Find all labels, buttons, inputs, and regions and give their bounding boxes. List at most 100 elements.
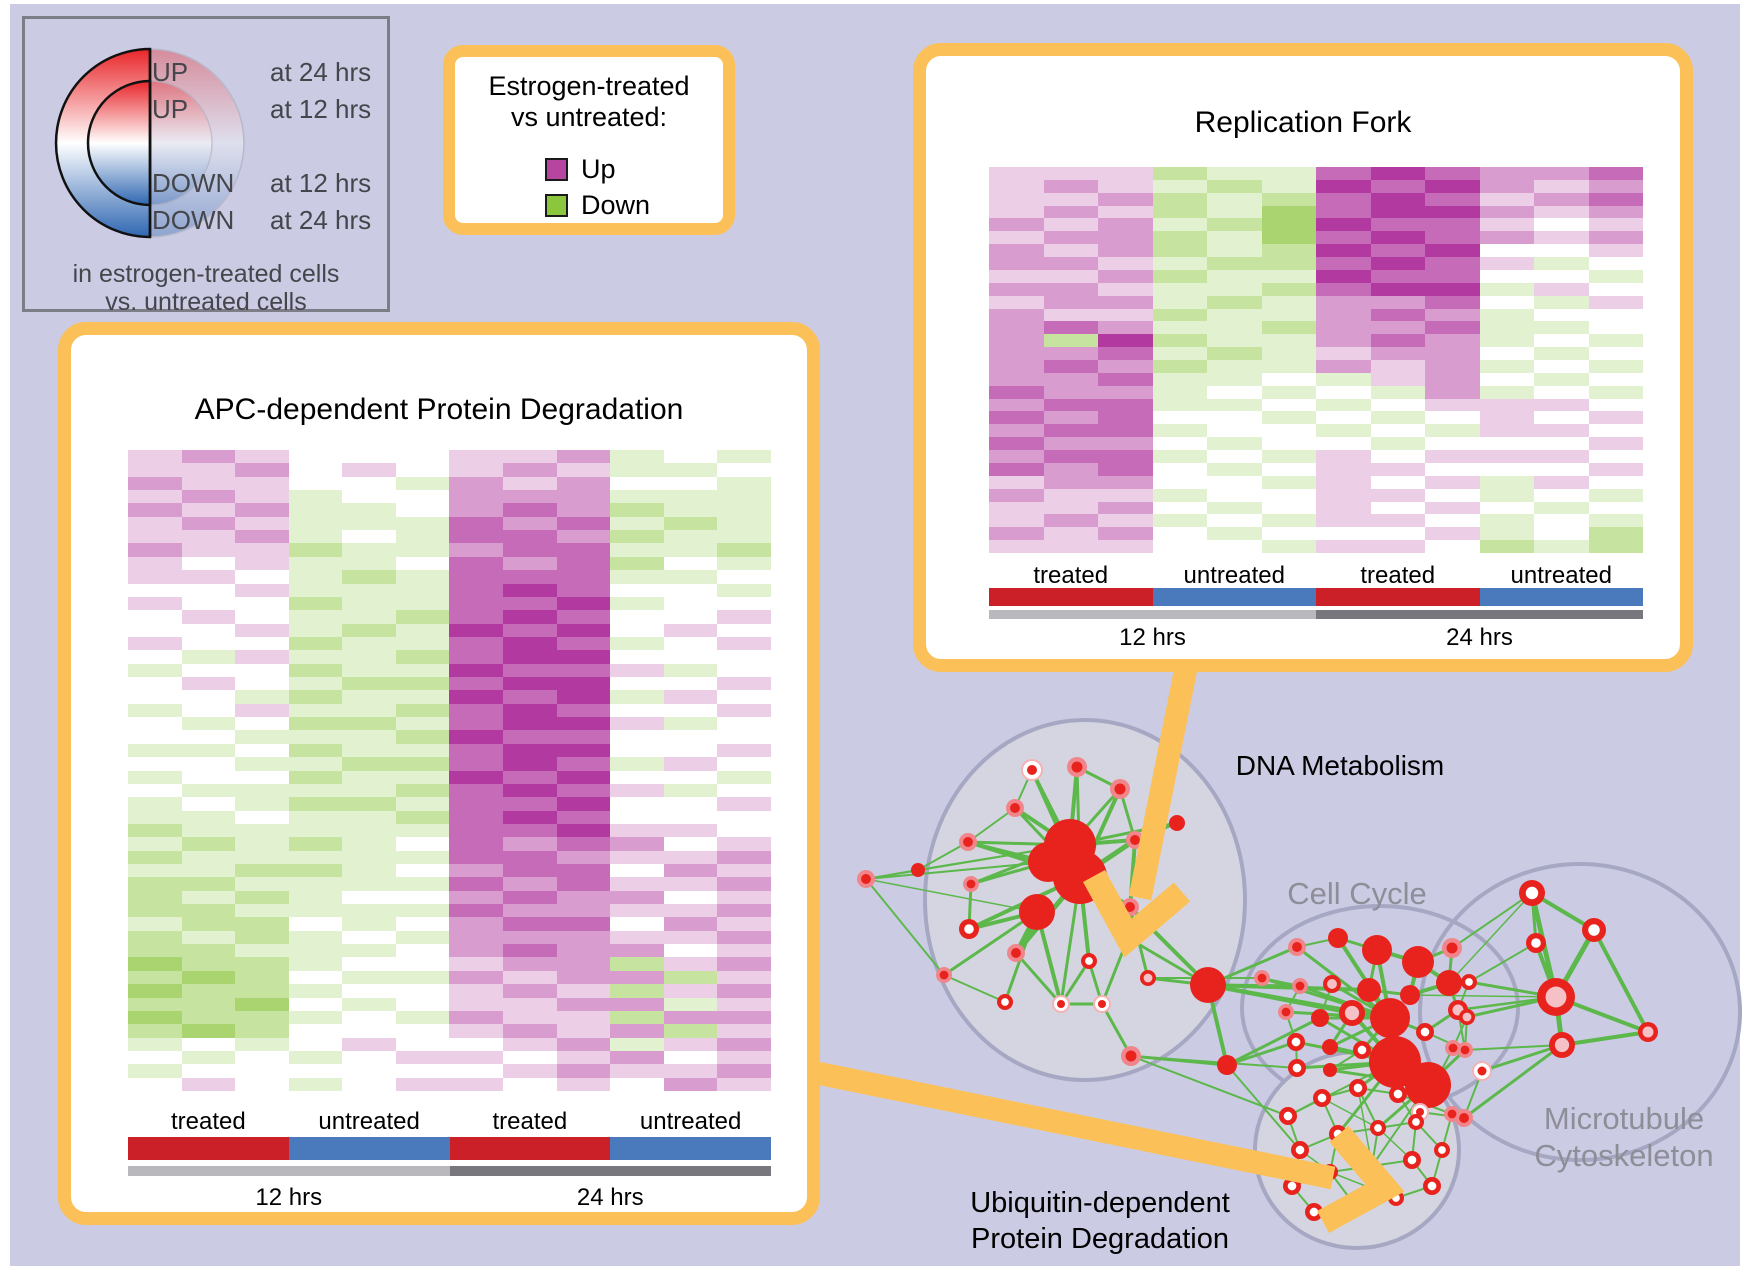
heatmap-cell [717, 984, 771, 998]
heatmap-cell [610, 783, 664, 798]
heatmap-cell [663, 810, 718, 824]
heatmap-cell [1479, 321, 1534, 335]
heatmap-cell [1098, 488, 1153, 502]
heatmap-cell [1316, 347, 1371, 360]
replication-fork-panel: Replication Fork treated untreated treated… [913, 43, 1693, 672]
heatmap-cell [1043, 475, 1098, 489]
heatmap-cell [449, 944, 504, 958]
heatmap-cell [556, 850, 611, 864]
heatmap-cell [503, 810, 557, 824]
heatmap-cell [1207, 295, 1262, 309]
heatmap-cell [717, 957, 771, 971]
heatmap-cell [395, 944, 450, 958]
heatmap-cell [663, 690, 718, 704]
heatmap-cell [989, 308, 1044, 322]
heatmap-cell [395, 570, 450, 584]
heatmap-cell [235, 450, 289, 464]
heatmap-cell [181, 1024, 236, 1038]
heatmap-cell [449, 730, 504, 744]
heatmap-cell [610, 930, 664, 945]
treatment-group-label: treated [1360, 562, 1436, 589]
heatmap-cell [449, 677, 504, 691]
heatmap-cell [1316, 192, 1371, 206]
heatmap-cell [1043, 462, 1098, 476]
heatmap-cell [1425, 398, 1480, 412]
heatmap-cell [128, 1010, 182, 1025]
network-node-core [1427, 1181, 1437, 1191]
heatmap-cell [1479, 282, 1534, 296]
heatmap-cell [1098, 347, 1153, 360]
heatmap-cell [556, 984, 611, 998]
heatmap-cell [1479, 192, 1534, 206]
heatmap-cell [449, 636, 504, 651]
heatmap-cell [1370, 205, 1425, 219]
heatmap-cell [342, 930, 396, 945]
heatmap-cell [503, 610, 557, 624]
heatmap-cell [342, 677, 396, 691]
heatmap-cell [1479, 308, 1534, 322]
heatmap-cell [717, 463, 771, 477]
heatmap-cell [1316, 205, 1371, 219]
heatmap-cell [1316, 540, 1371, 553]
network-node-core [1130, 835, 1140, 845]
heatmap-cell [556, 944, 611, 958]
network-node-core [1545, 986, 1567, 1008]
heatmap-cell [717, 610, 771, 624]
heatmap-cell [663, 890, 718, 905]
heatmap-cell [395, 476, 450, 491]
heatmap-cell [1534, 475, 1589, 489]
heatmap-cell [342, 743, 396, 758]
heatmap-cell [128, 837, 182, 851]
heatmap-cell [449, 970, 504, 985]
heatmap-cell [610, 984, 664, 998]
heatmap-cell [556, 703, 611, 718]
cluster-ellipse-microtubule-cytoskeleton [1418, 862, 1742, 1162]
treatment-group-label: treated [492, 1108, 568, 1135]
heatmap-cell [663, 570, 718, 584]
heatmap-cell [1207, 488, 1262, 502]
heatmap-cell [1316, 398, 1371, 412]
heatmap-cell [610, 623, 664, 637]
network-node-core [1001, 998, 1009, 1006]
heatmap-cell [395, 1010, 450, 1025]
network-node-core [963, 837, 973, 847]
heatmap-cell [342, 530, 396, 544]
heatmap-cell [128, 610, 182, 624]
heatmap-cell [235, 863, 289, 878]
heatmap-cell [610, 703, 664, 718]
network-edge [1451, 892, 1533, 949]
network-node-core [1098, 1000, 1106, 1008]
heatmap-cell [181, 570, 236, 584]
heatmap-cell [1534, 347, 1589, 360]
network-node-core [1309, 1207, 1319, 1217]
heatmap-cell [1261, 360, 1316, 373]
heatmap-cell [181, 863, 236, 878]
heatmap-cell [989, 192, 1044, 206]
heatmap-cell [181, 690, 236, 704]
heatmap-cell [449, 503, 504, 517]
heatmap-cell [610, 797, 664, 811]
heatmap-cell [1043, 501, 1098, 515]
heatmap-cell [556, 890, 611, 905]
heatmap-cell [663, 797, 718, 811]
heatmap-cell [717, 730, 771, 744]
heatmap-cell [128, 717, 182, 731]
heatmap-cell [181, 757, 236, 771]
heatmap-cell [1425, 360, 1480, 373]
heatmap-cell [556, 476, 611, 491]
heatmap-cell [1588, 411, 1643, 425]
heatmap-cell [1152, 167, 1207, 180]
heatmap-cell [128, 823, 182, 838]
heatmap-cell [1152, 269, 1207, 283]
heatmap-cell [556, 770, 611, 784]
heatmap-cell [1370, 527, 1425, 541]
heatmap-cell [717, 810, 771, 824]
heatmap-cell [1316, 372, 1371, 386]
heatmap-cell [1098, 385, 1153, 399]
heatmap-cell [556, 1064, 611, 1078]
heatmap-cell [1207, 179, 1262, 193]
network-node-core [1374, 1124, 1382, 1132]
heatmap-cell [235, 904, 289, 918]
heatmap-cell [610, 757, 664, 771]
heatmap-cell [395, 850, 450, 864]
